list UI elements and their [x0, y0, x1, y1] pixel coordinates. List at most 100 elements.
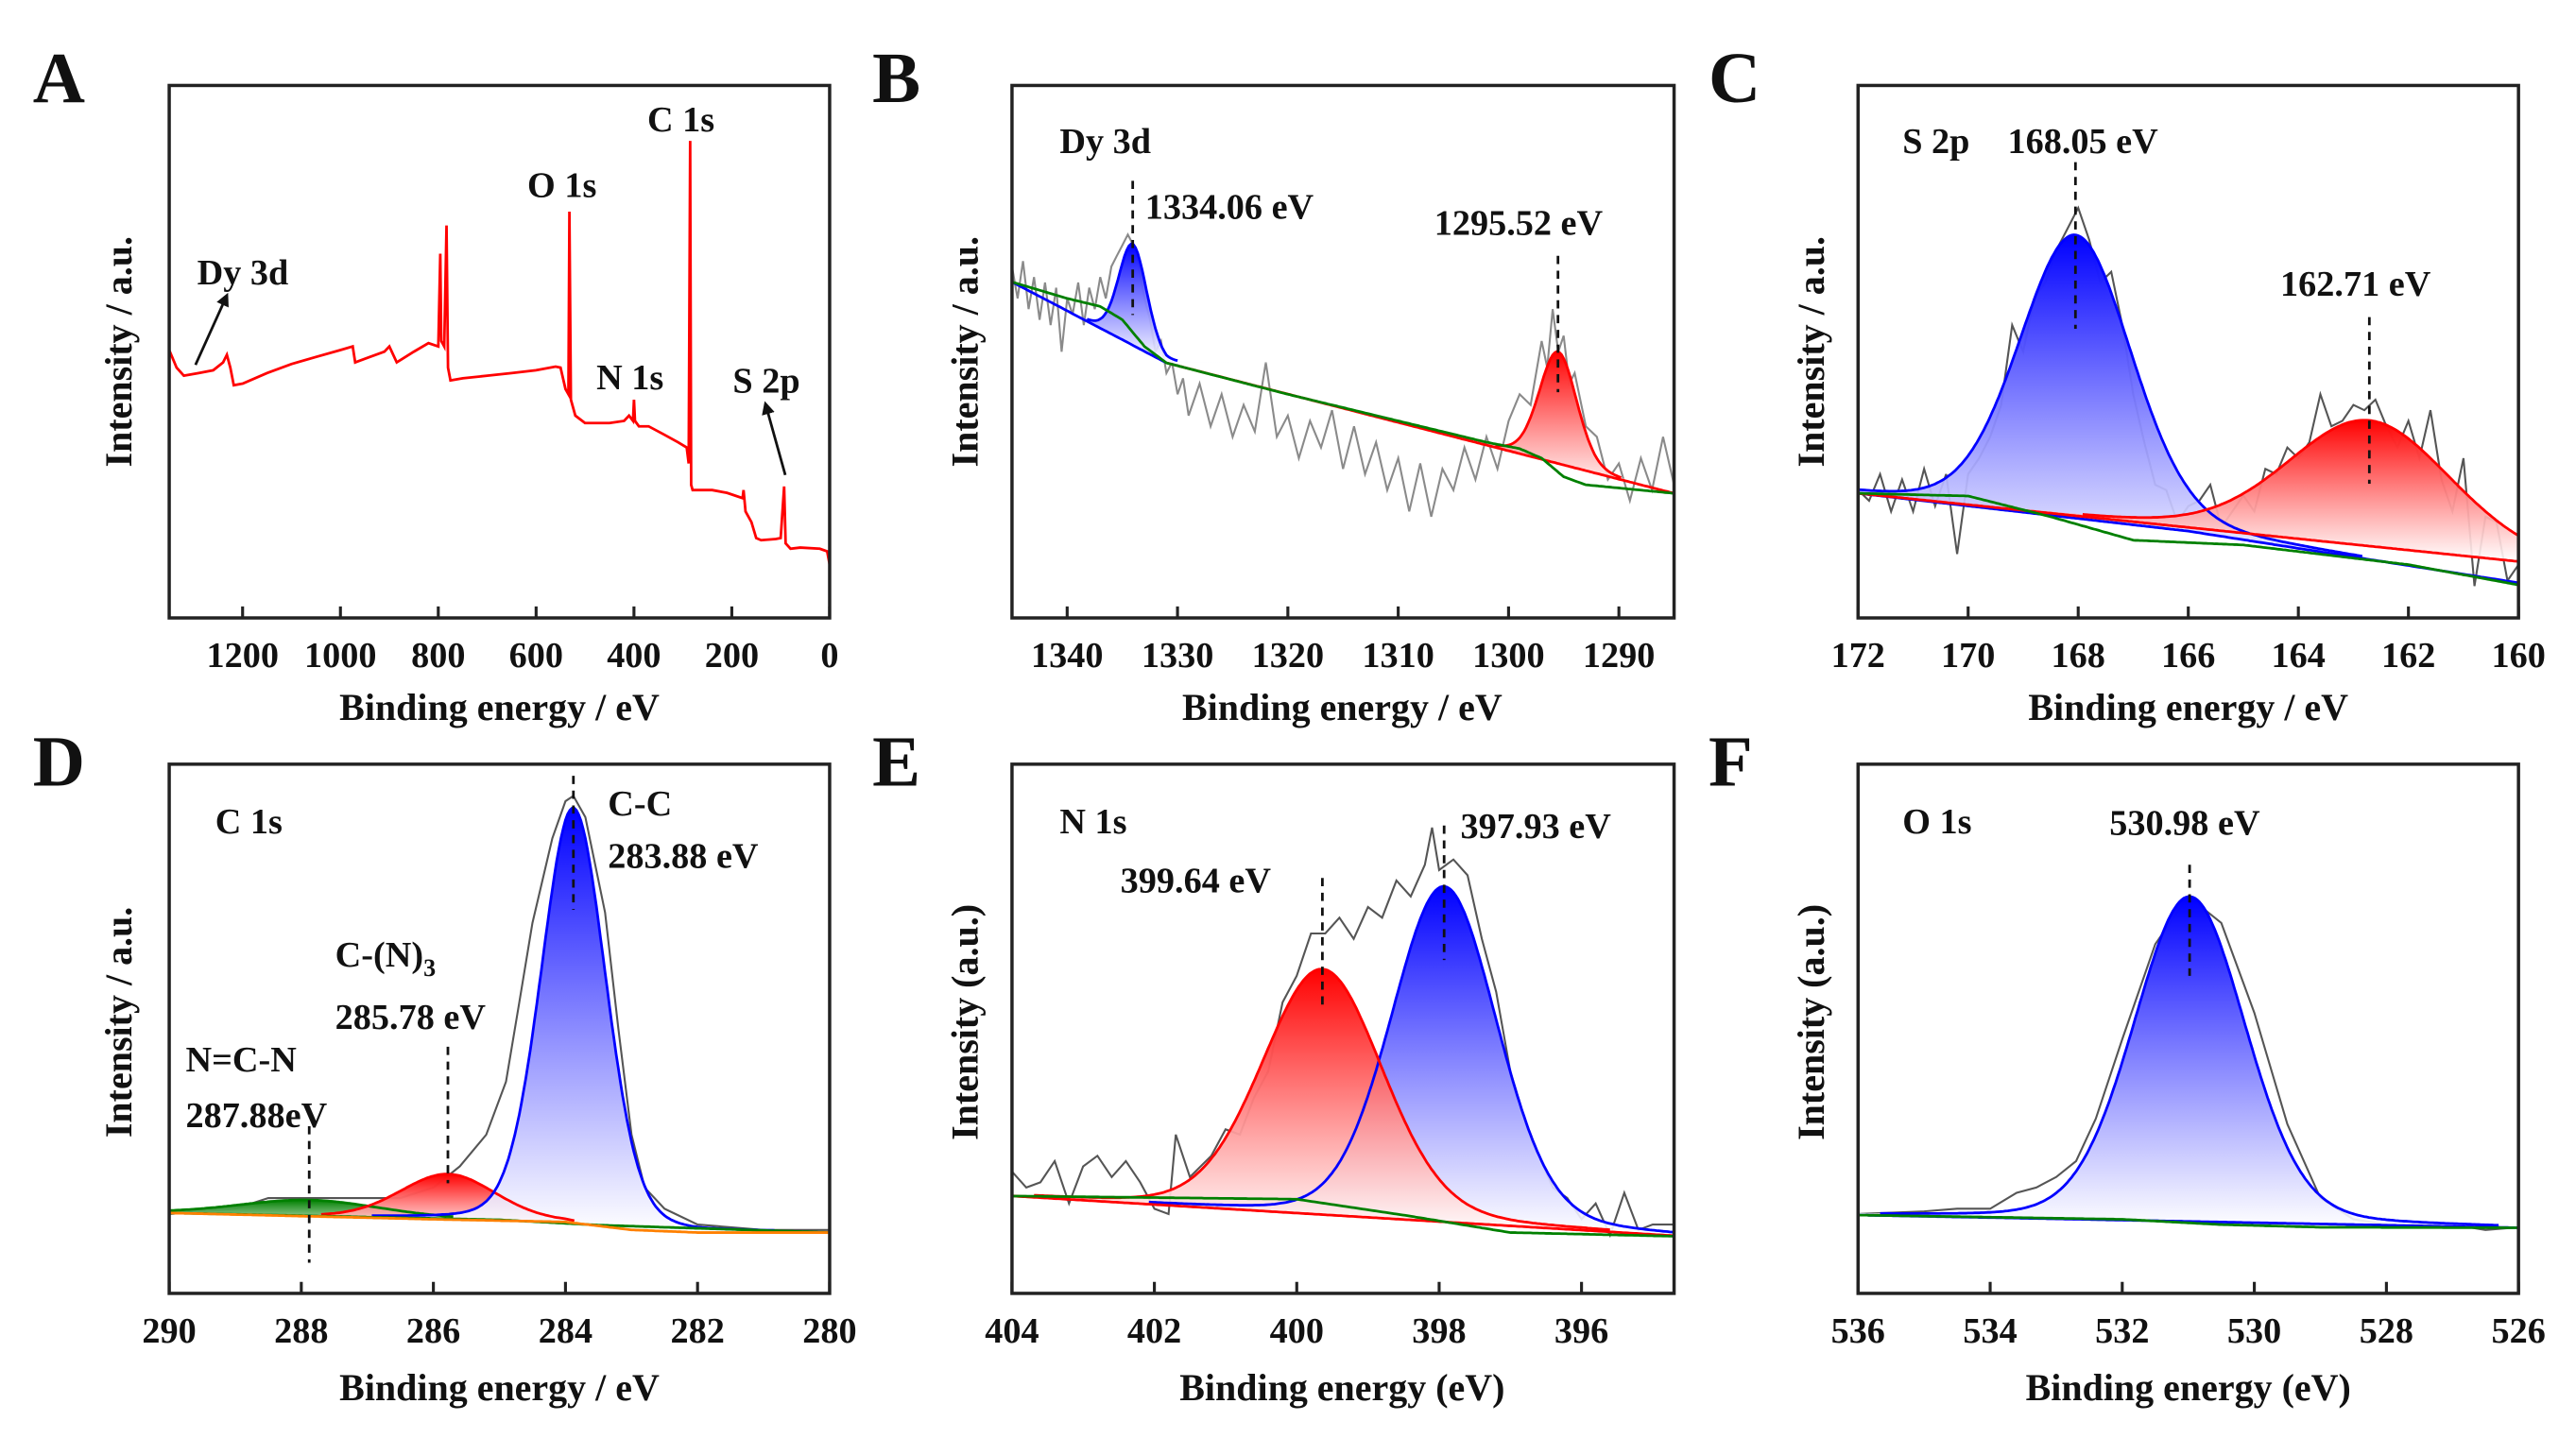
x-tick-label: 530	[2227, 1311, 2281, 1351]
panel-d-x-axis-title: Binding energy / eV	[339, 1366, 660, 1409]
peak-fill-287.88	[169, 1199, 830, 1233]
annotation-cn3-subscript: 3	[423, 954, 436, 982]
arrow-s2p	[762, 401, 787, 476]
x-tick-label: 398	[1412, 1311, 1466, 1351]
annotation-s2p-title: S 2p	[1902, 122, 1969, 162]
annotation-peak-285: 285.78 eV	[335, 998, 487, 1037]
plot-area	[1858, 205, 2519, 587]
annotation-peak-283: 283.88 eV	[608, 836, 759, 876]
plot-frame	[167, 762, 832, 1295]
peak-fill-399.64	[1011, 968, 1674, 1236]
raw-spectrum-line	[1011, 231, 1674, 518]
annotation-c1s: C 1s	[647, 100, 714, 140]
x-tick-label: 166	[2161, 636, 2215, 676]
background-line	[1858, 491, 2519, 587]
panel-e-y-axis-title: Intensity (a.u.)	[943, 904, 986, 1140]
plot-frame	[167, 83, 832, 620]
x-tick-label: 162	[2381, 636, 2435, 676]
background-line	[1858, 491, 2519, 563]
x-tick-label: 282	[670, 1311, 724, 1351]
raw-spectrum-line	[169, 141, 830, 565]
panel-a-survey-plot: 1200 1000 800 600 400 200 0	[167, 83, 839, 676]
x-tick-label: 532	[2095, 1311, 2149, 1351]
x-tick-label: 400	[607, 636, 661, 676]
panel-a-x-axis-title: Binding energy / eV	[339, 686, 660, 728]
panel-e-x-axis-title: Binding energy (eV)	[1179, 1366, 1504, 1409]
annotation-o1s: O 1s	[527, 166, 596, 206]
x-tick-label: 528	[2360, 1311, 2413, 1351]
background-line	[1011, 281, 1168, 365]
peak-fit-line-287.88	[169, 1198, 454, 1219]
plot-frame	[1010, 83, 1676, 620]
annotation-cn3-main: C-(N)	[335, 935, 423, 975]
x-tick-label: 290	[142, 1311, 196, 1351]
panel-b-x-axis-title: Binding energy / eV	[1182, 686, 1503, 728]
plot-area	[1858, 895, 2519, 1231]
x-tick-label: 402	[1127, 1311, 1181, 1351]
x-tick-label: 1310	[1362, 636, 1434, 676]
x-tick-label: 1200	[206, 636, 278, 676]
x-tick-label: 396	[1554, 1311, 1608, 1351]
annotation-n1s: N 1s	[596, 358, 663, 398]
annotation-cc: C-C	[608, 784, 672, 824]
x-tick-label: 0	[820, 636, 838, 676]
peak-fit-line-168.05	[1858, 233, 2363, 558]
peak-fit-line-162.71	[2082, 419, 2519, 538]
panel-a-y-axis-title: Intensity / a.u.	[97, 236, 140, 467]
plot-area	[1011, 231, 1674, 518]
x-tick-label: 1320	[1252, 636, 1324, 676]
x-tick-label: 284	[539, 1311, 592, 1351]
peak-fill-397.93	[1011, 886, 1674, 1236]
annotation-dy3d: Dy 3d	[197, 253, 289, 293]
x-tick-label: 160	[2491, 636, 2545, 676]
x-tick-label: 164	[2272, 636, 2326, 676]
panel-f-x-axis-title: Binding energy (eV)	[2026, 1366, 2351, 1409]
x-tick-label: 526	[2491, 1311, 2545, 1351]
annotation-cn3: C-(N)3	[335, 935, 436, 982]
peak-fill-162.71	[1858, 419, 2519, 562]
x-tick-label: 168	[2052, 636, 2105, 676]
background-line	[1858, 1213, 2519, 1229]
panel-b-y-axis-title: Intensity / a.u.	[943, 236, 986, 467]
panel-letter-e: E	[872, 721, 920, 801]
peak-fill-1295.52	[1011, 351, 1674, 494]
peak-fill-1334.06	[1011, 244, 1674, 364]
plot-area	[1011, 827, 1674, 1239]
x-tick-label: 400	[1270, 1311, 1324, 1351]
panel-f-y-axis-title: Intensity (a.u.)	[1790, 904, 1832, 1140]
panel-c-x-axis-title: Binding energy / eV	[2028, 686, 2348, 728]
x-tick-label: 536	[1831, 1311, 1885, 1351]
annotation-peak-399: 399.64 eV	[1121, 862, 1272, 901]
background-line	[169, 1211, 830, 1234]
peak-fill-530.98	[1858, 897, 2519, 1228]
x-tick-label: 1330	[1142, 636, 1213, 676]
annotation-s2p: S 2p	[732, 362, 799, 402]
panel-c-s2p-plot: 172 170 168 166 164 162 160	[1831, 83, 2546, 676]
peak-fill-168.05	[1858, 234, 2519, 583]
x-tick-label: 280	[802, 1311, 856, 1351]
plot-frame	[1010, 762, 1676, 1295]
annotation-peak-397: 397.93 eV	[1461, 807, 1612, 847]
background-line	[1011, 281, 1674, 495]
panel-letter-b: B	[872, 38, 920, 118]
panel-f-o1s-plot: 536 534 532 530 528 526	[1831, 762, 2546, 1351]
x-tick-label: 404	[985, 1311, 1039, 1351]
x-tick-label: 200	[705, 636, 759, 676]
annotation-peak-530: 530.98 eV	[2109, 804, 2260, 844]
annotation-o1s-title: O 1s	[1902, 802, 1971, 842]
x-tick-label: 1000	[304, 636, 376, 676]
annotation-ncn: N=C-N	[185, 1040, 297, 1080]
plot-frame	[1856, 762, 2520, 1295]
panel-letter-f: F	[1709, 721, 1753, 801]
peak-fit-line-397.93	[1148, 884, 1674, 1234]
annotation-peak-162: 162.71 eV	[2280, 265, 2431, 304]
x-tick-label: 1300	[1472, 636, 1544, 676]
x-tick-label: 286	[406, 1311, 460, 1351]
annotation-peak-168: 168.05 eV	[2007, 122, 2158, 162]
panel-d-y-axis-title: Intensity / a.u.	[97, 907, 140, 1138]
x-tick-label: 600	[509, 636, 563, 676]
x-tick-label: 1340	[1031, 636, 1103, 676]
arrow-dy3d	[194, 292, 229, 366]
panel-letter-a: A	[33, 38, 85, 118]
